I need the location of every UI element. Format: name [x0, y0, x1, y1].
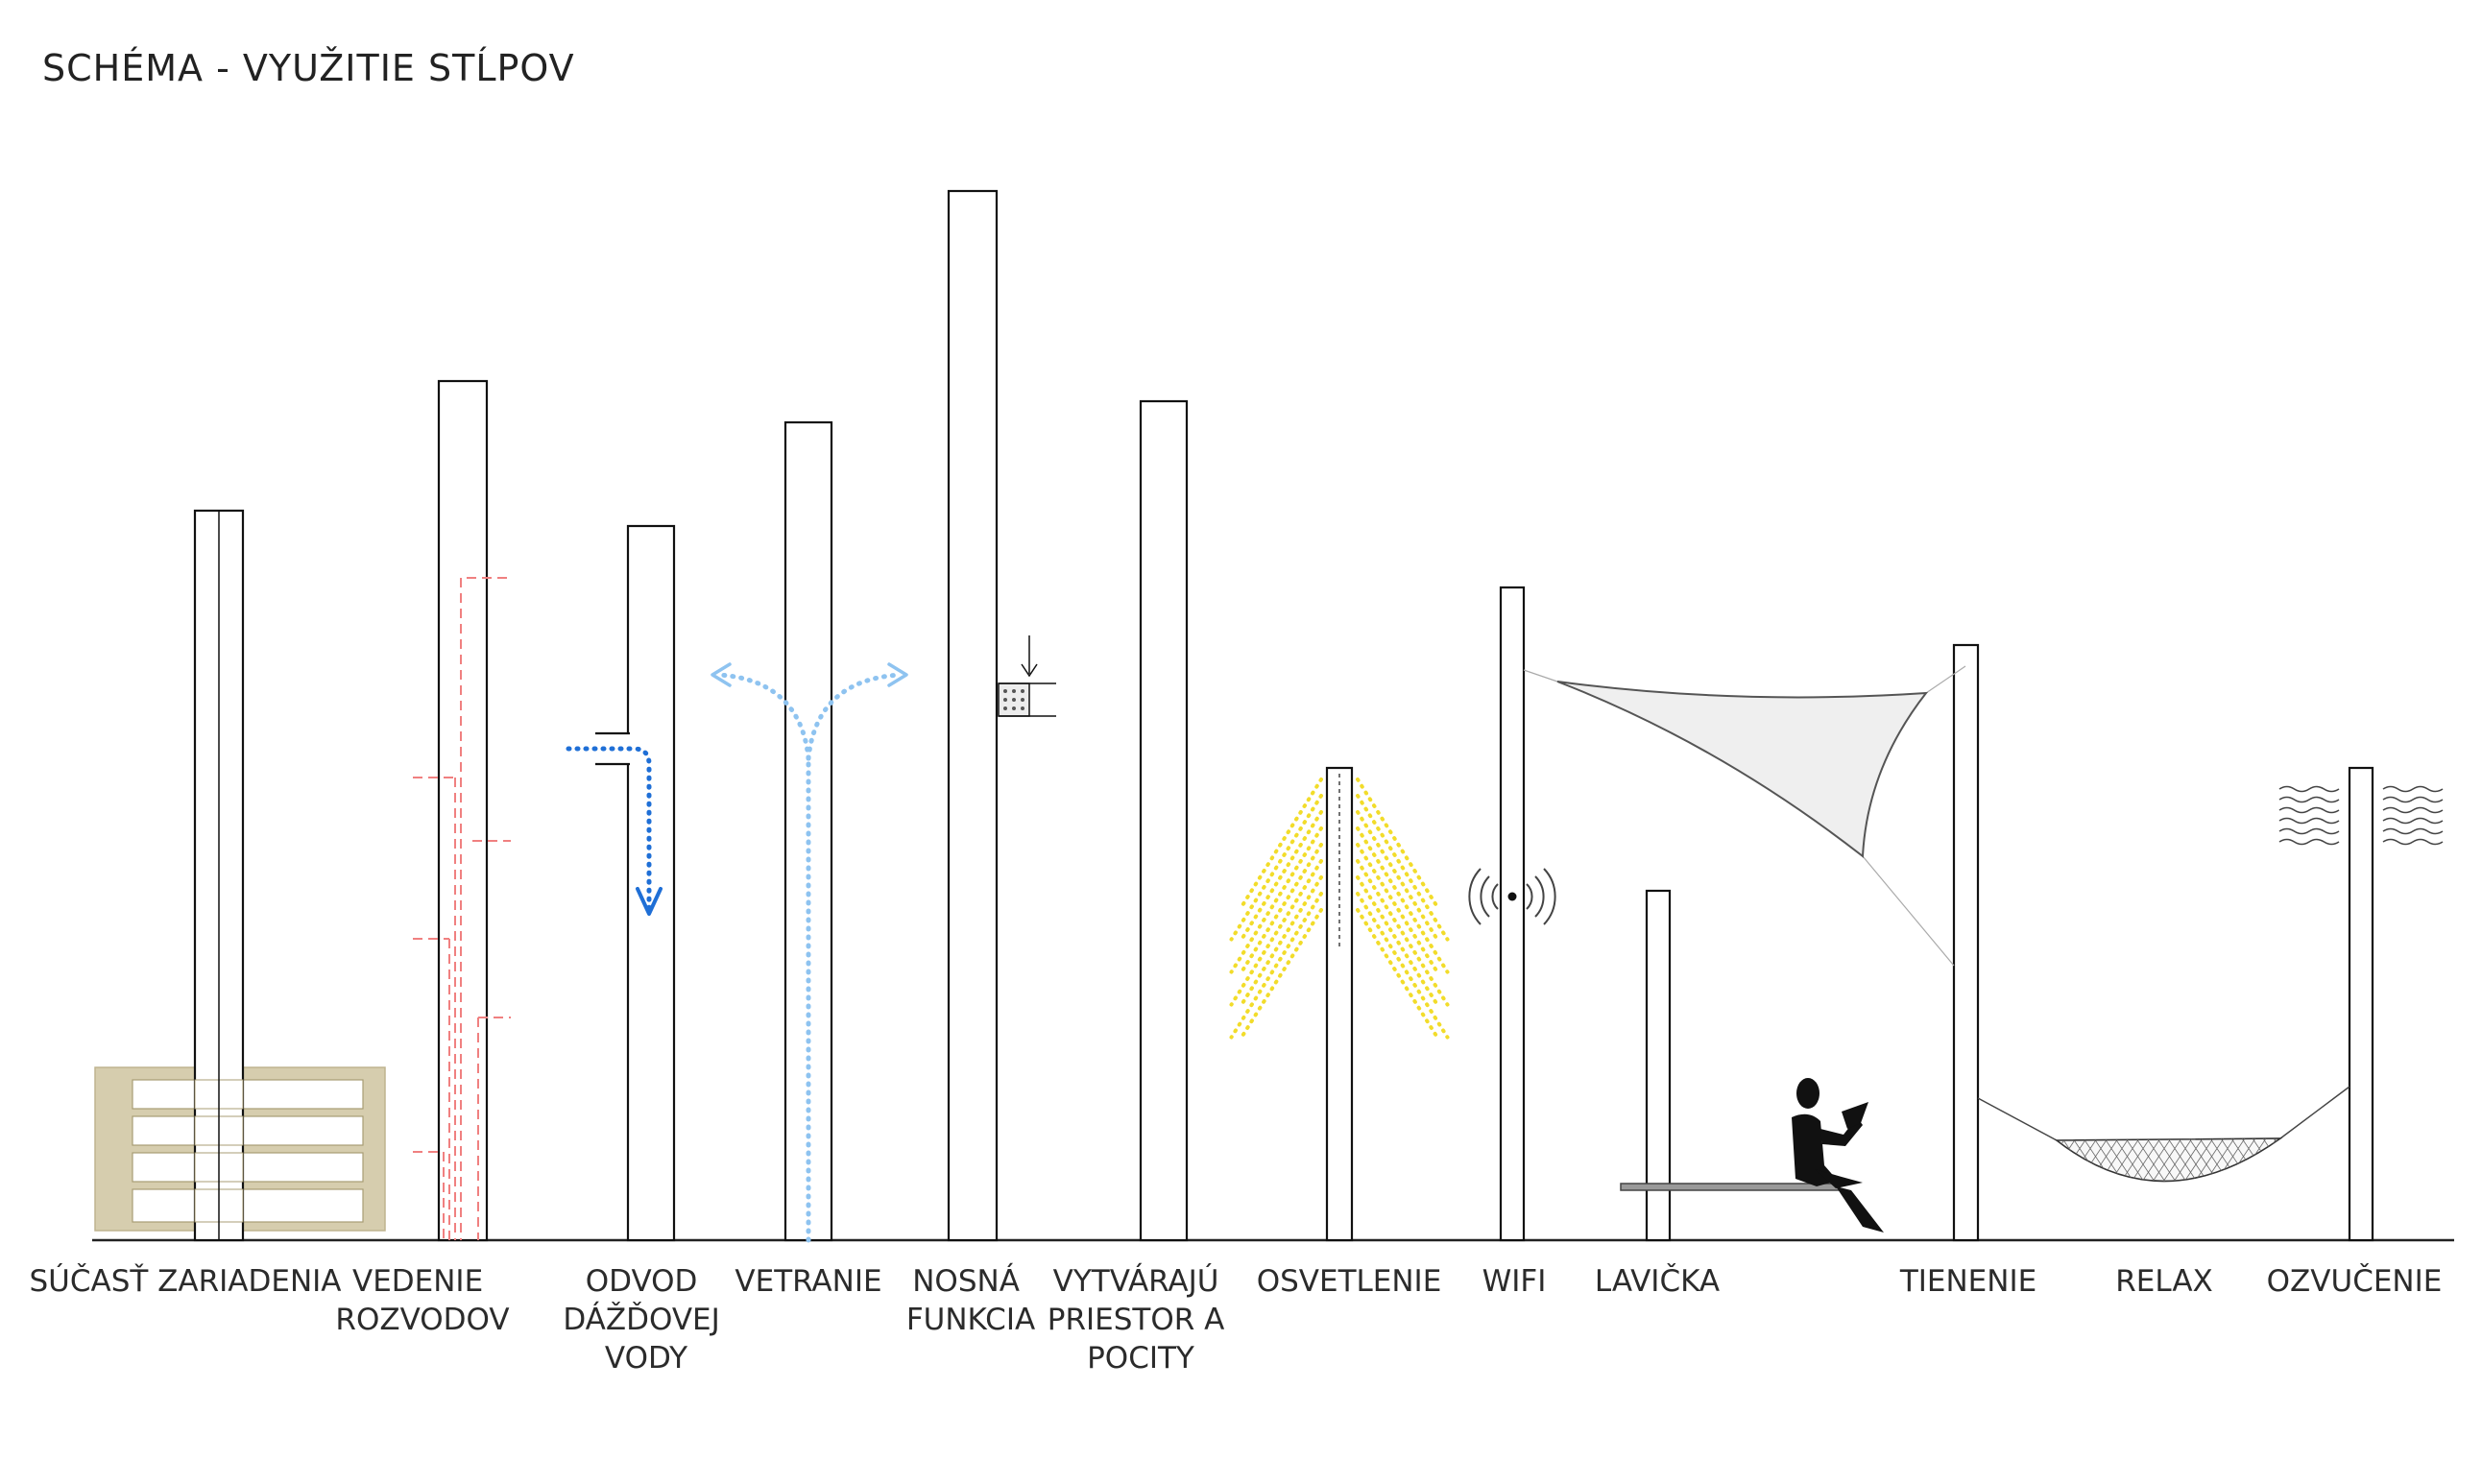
hammock-icon [1977, 1086, 2350, 1183]
diagram-title: SCHÉMA - VYUŽITIE STĹPOV [42, 47, 575, 89]
label-relax: RELAX [2115, 1264, 2213, 1299]
label-odvod-dazdovej-vody: ODVOD DÁŽĎOVEJ VODY [563, 1264, 729, 1376]
post-lavicka [1645, 889, 1672, 1242]
post-ozvucenie [2348, 766, 2374, 1242]
post-vytvaraju [1139, 399, 1189, 1242]
label-vytvaraju-priestor-a-pocity: VYTVÁRAJÚ PRIESTOR A POCITY [1048, 1263, 1234, 1376]
label-wifi: WIFI [1482, 1264, 1547, 1299]
label-osvetlenie: OSVETLENIE [1257, 1264, 1442, 1299]
labels: SÚČASŤ ZARIADENIA VEDENIE ROZVODOV ODVOD… [29, 1263, 2442, 1376]
label-vetranie: VETRANIE [735, 1264, 881, 1299]
post-wifi [1499, 586, 1526, 1242]
label-vedenie-rozvodov: VEDENIE ROZVODOV [335, 1264, 509, 1337]
post-vedenie [437, 379, 489, 1242]
label-ozvucenie: OZVUČENIE [2267, 1263, 2443, 1299]
shelf-unit-front-icon [194, 511, 244, 1240]
ventilation-arrows-icon [711, 662, 908, 1243]
post-tienenie [1952, 643, 1980, 1242]
label-soucast-zariadenia: SÚČASŤ ZARIADENIA [29, 1263, 341, 1299]
post-nosna [947, 189, 999, 1242]
wifi-signal-icon [1468, 868, 1556, 925]
rain-drain-arrow-icon [566, 746, 663, 916]
bench-icon [1620, 1183, 1841, 1191]
light-rays-icon [1229, 778, 1450, 1040]
wiring-icon [413, 577, 511, 1240]
label-lavicka: LAVIČKA [1595, 1263, 1720, 1299]
label-nosna-funkcia: NOSNÁ FUNKCIA [906, 1264, 1035, 1337]
sound-waves-icon [2278, 785, 2444, 846]
person-reading-icon [1792, 1078, 1884, 1233]
load-bearing-icon [998, 635, 1056, 717]
shade-sail-icon [1523, 665, 1966, 967]
label-tienenie: TIENENIE [1899, 1264, 2036, 1299]
